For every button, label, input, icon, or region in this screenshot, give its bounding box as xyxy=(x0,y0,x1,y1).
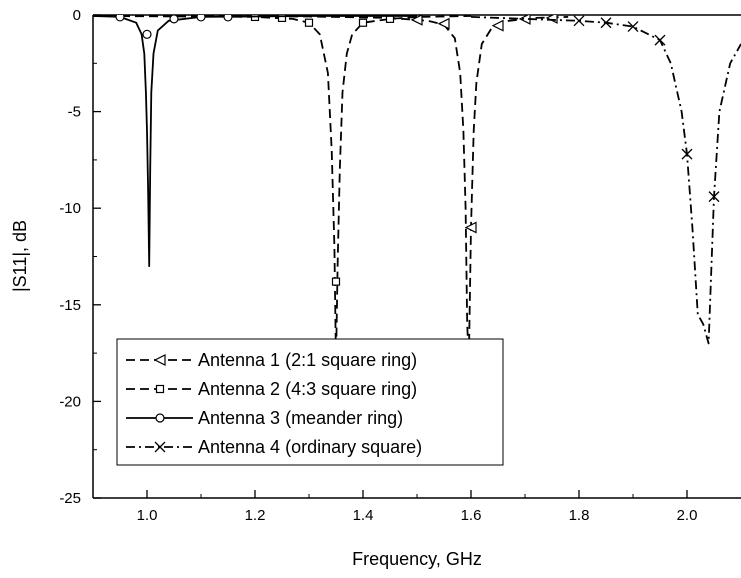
legend-marker-1 xyxy=(153,354,166,366)
series-line-1 xyxy=(93,15,569,364)
y-tick-label: 0 xyxy=(73,7,81,24)
x-tick-label: 1.4 xyxy=(353,507,374,524)
series-4-marker xyxy=(573,15,585,27)
legend-marker-3 xyxy=(155,413,165,423)
series-4-marker xyxy=(654,34,666,46)
x-tick-label: 2.0 xyxy=(677,507,698,524)
series-4-marker xyxy=(681,148,693,160)
x-tick-label: 1.2 xyxy=(245,507,266,524)
series-4-marker xyxy=(708,191,720,203)
plot-area xyxy=(93,15,741,364)
x-tick-label: 1.0 xyxy=(137,507,158,524)
y-axis-title: |S11|, dB xyxy=(10,220,30,292)
series-1-marker xyxy=(437,17,450,30)
legend-box xyxy=(116,338,504,466)
series-2-marker xyxy=(358,18,368,27)
legend-label-4: Antenna 4 (ordinary square) xyxy=(198,437,422,457)
series-1-marker xyxy=(410,15,423,26)
series-line-3 xyxy=(93,15,417,268)
series-1-marker xyxy=(464,221,477,234)
series-4-marker xyxy=(600,17,612,29)
x-tick-label: 1.8 xyxy=(569,507,590,524)
legend-marker-4 xyxy=(154,441,166,453)
y-tick-label: -15 xyxy=(59,297,81,314)
series-4-marker xyxy=(627,21,639,33)
legend: Antenna 1 (2:1 square ring) Antenna 2 (4:… xyxy=(116,338,504,466)
series-3-marker xyxy=(115,15,125,22)
series-3-marker xyxy=(196,15,206,22)
series-line-4 xyxy=(470,16,741,345)
legend-label-2: Antenna 2 (4:3 square ring) xyxy=(198,379,417,399)
legend-marker-2 xyxy=(155,384,165,394)
y-tick-label: -10 xyxy=(59,200,81,217)
series-3-marker xyxy=(169,15,179,24)
series-1-marker xyxy=(491,19,504,32)
y-tick-label: -5 xyxy=(68,104,81,121)
x-axis-title: Frequency, GHz xyxy=(352,549,482,569)
series-3-marker xyxy=(223,15,233,22)
series-2-marker xyxy=(304,18,314,27)
x-tick-label: 1.6 xyxy=(461,507,482,524)
legend-label-3: Antenna 3 (meander ring) xyxy=(198,408,403,428)
series-2-marker xyxy=(277,15,287,22)
y-tick-label: -20 xyxy=(59,393,81,410)
ticks: 1.0 1.2 1.4 1.6 1.8 2.0 0 -5 -10 -15 -20 -25 xyxy=(59,7,697,524)
series-3-marker xyxy=(142,29,152,39)
y-tick-label: -25 xyxy=(59,490,81,507)
series-2-marker xyxy=(331,277,341,286)
legend-label-1: Antenna 1 (2:1 square ring) xyxy=(198,350,417,370)
